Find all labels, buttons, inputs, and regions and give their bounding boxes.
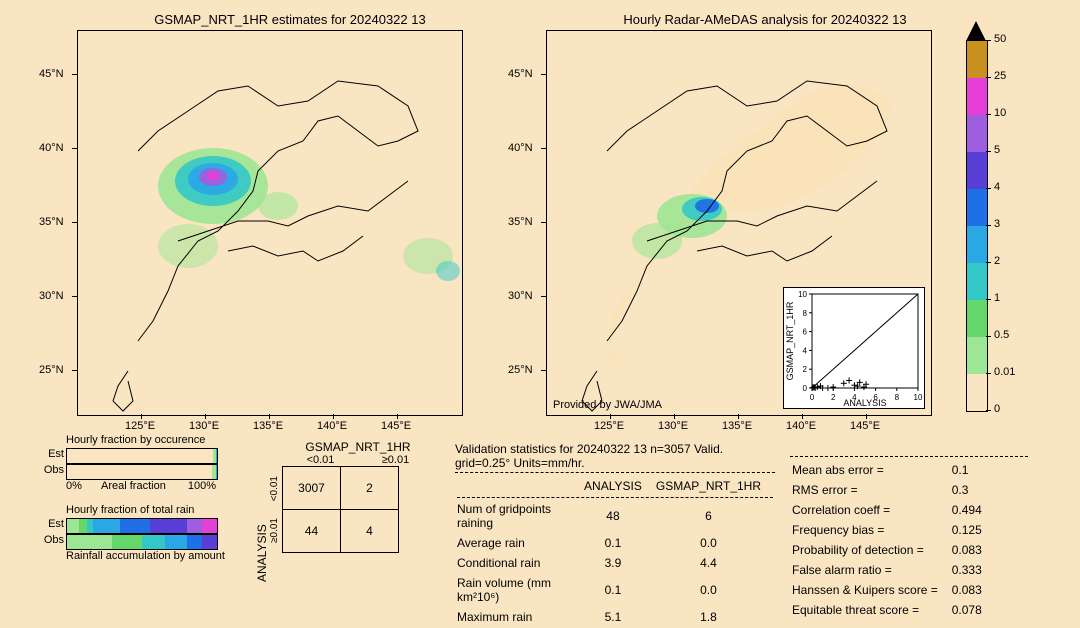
left-map-panel [77, 30, 463, 416]
svg-text:6: 6 [803, 328, 808, 337]
contingency-cell-11: 4 [341, 510, 399, 553]
contingency-panel: GSMAP_NRT_1HR ANALYSIS <0.01 ≥0.01 <0.01… [255, 440, 433, 582]
hourly-occurrence-title: Hourly fraction by occurence [66, 434, 236, 446]
colorbar [966, 40, 988, 412]
areal-0: 0% [66, 480, 82, 492]
contingency-cell-10: 44 [283, 510, 341, 553]
svg-text:10: 10 [914, 393, 923, 402]
hourly-total-footer: Rainfall accumulation by amount [66, 550, 236, 562]
svg-text:2: 2 [831, 393, 836, 402]
right-map-title: Hourly Radar-AMeDAS analysis for 2024032… [555, 12, 975, 27]
left-map-title: GSMAP_NRT_1HR estimates for 20240322 13 [100, 12, 480, 27]
validation-stats-panel: Validation statistics for 20240322 13 n=… [455, 442, 775, 628]
hourly-occurrence-panel: Hourly fraction by occurence EstObs 0% A… [66, 434, 236, 480]
areal-label: Areal fraction [101, 480, 166, 492]
right-map-panel: Provided by JWA/JMA 00224466881010ANALYS… [546, 30, 932, 416]
svg-text:8: 8 [803, 309, 808, 318]
colorbar-top-triangle [966, 21, 986, 41]
contingency-col-ge: ≥0.01 [358, 454, 433, 466]
contingency-col-lt: <0.01 [283, 454, 358, 466]
areal-100: 100% [188, 480, 216, 492]
hourly-total-title: Hourly fraction of total rain [66, 504, 236, 516]
contingency-row-header: ANALYSIS [255, 482, 269, 582]
contingency-row-lt: <0.01 [269, 476, 280, 501]
contingency-row-ge: ≥0.01 [269, 518, 280, 543]
left-map-svg [78, 31, 462, 415]
svg-text:4: 4 [803, 346, 808, 355]
svg-text:10: 10 [798, 290, 807, 299]
svg-text:2: 2 [803, 365, 808, 374]
validation-title: Validation statistics for 20240322 13 n=… [455, 442, 775, 470]
contingency-table: 30072 444 [282, 466, 399, 553]
right-map-attribution: Provided by JWA/JMA [553, 399, 662, 411]
hourly-total-rain-panel: Hourly fraction of total rain EstObs Rai… [66, 504, 236, 562]
stats-right-panel: Mean abs error =0.1RMS error =0.3Correla… [790, 456, 1028, 621]
svg-text:8: 8 [895, 393, 900, 402]
scatter-plot: 00224466881010ANALYSISGSMAP_NRT_1HR [784, 288, 924, 408]
contingency-col-header: GSMAP_NRT_1HR [283, 440, 433, 454]
svg-text:GSMAP_NRT_1HR: GSMAP_NRT_1HR [785, 301, 795, 380]
svg-text:0: 0 [810, 393, 815, 402]
contingency-cell-00: 3007 [283, 467, 341, 510]
svg-text:ANALYSIS: ANALYSIS [843, 398, 886, 408]
scatter-inset: 00224466881010ANALYSISGSMAP_NRT_1HR [783, 287, 925, 409]
svg-text:0: 0 [803, 384, 808, 393]
contingency-cell-01: 2 [341, 467, 399, 510]
